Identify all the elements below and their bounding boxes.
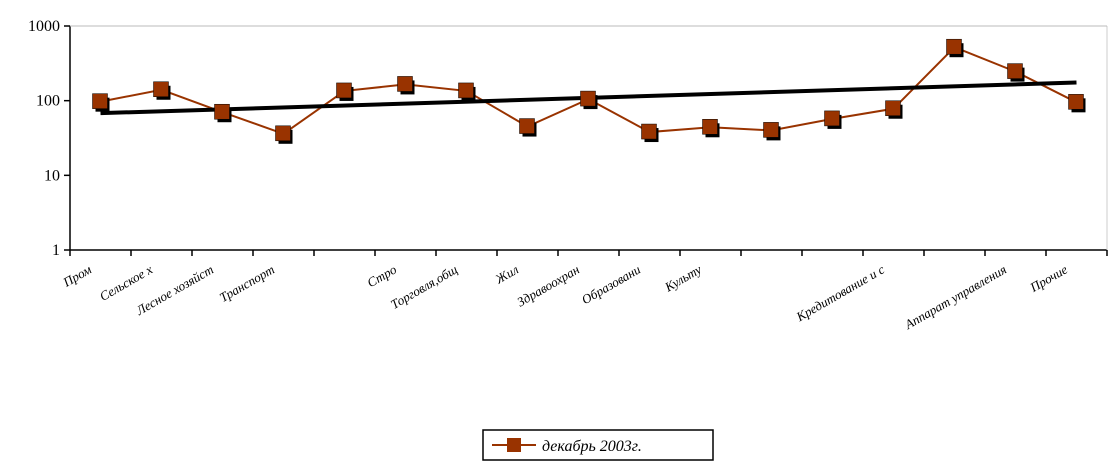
- y-tick-label: 100: [36, 93, 60, 110]
- marker: [275, 125, 291, 142]
- marker: [885, 100, 901, 116]
- marker: [92, 93, 108, 109]
- x-tick-label: Культу: [661, 261, 704, 294]
- marker: [519, 118, 535, 134]
- marker: [702, 119, 718, 135]
- x-tick-label: Кредитование и с: [793, 261, 887, 324]
- marker: [1007, 63, 1023, 79]
- legend-label: декабрь 2003г.: [542, 438, 642, 455]
- marker: [1068, 94, 1084, 110]
- marker: [214, 103, 230, 120]
- series-line: [100, 46, 1077, 135]
- x-tick-label: Образовани: [579, 261, 644, 307]
- x-tick-label: Транспорт: [217, 262, 277, 305]
- x-tick-label: Аппарат управления: [901, 262, 1009, 333]
- marker: [153, 81, 169, 98]
- marker: [641, 123, 657, 140]
- x-tick-label: Жил: [492, 261, 522, 287]
- marker: [336, 82, 352, 99]
- y-tick-label: 1000: [28, 18, 60, 35]
- marker: [763, 122, 779, 138]
- x-tick-label: Торговля,общ: [388, 262, 460, 312]
- marker: [397, 76, 413, 92]
- y-tick-label: 1: [52, 242, 60, 259]
- x-tick-label: Здравоохран: [514, 262, 582, 310]
- marker: [824, 110, 840, 127]
- x-tick-label: Стро: [364, 261, 399, 290]
- marker: [946, 38, 962, 55]
- legend-marker: [507, 438, 521, 452]
- x-tick-label: Пром: [59, 262, 94, 291]
- marker: [458, 82, 474, 99]
- x-tick-label: Прочие: [1027, 261, 1071, 295]
- y-tick-label: 10: [44, 167, 60, 184]
- marker: [580, 90, 596, 107]
